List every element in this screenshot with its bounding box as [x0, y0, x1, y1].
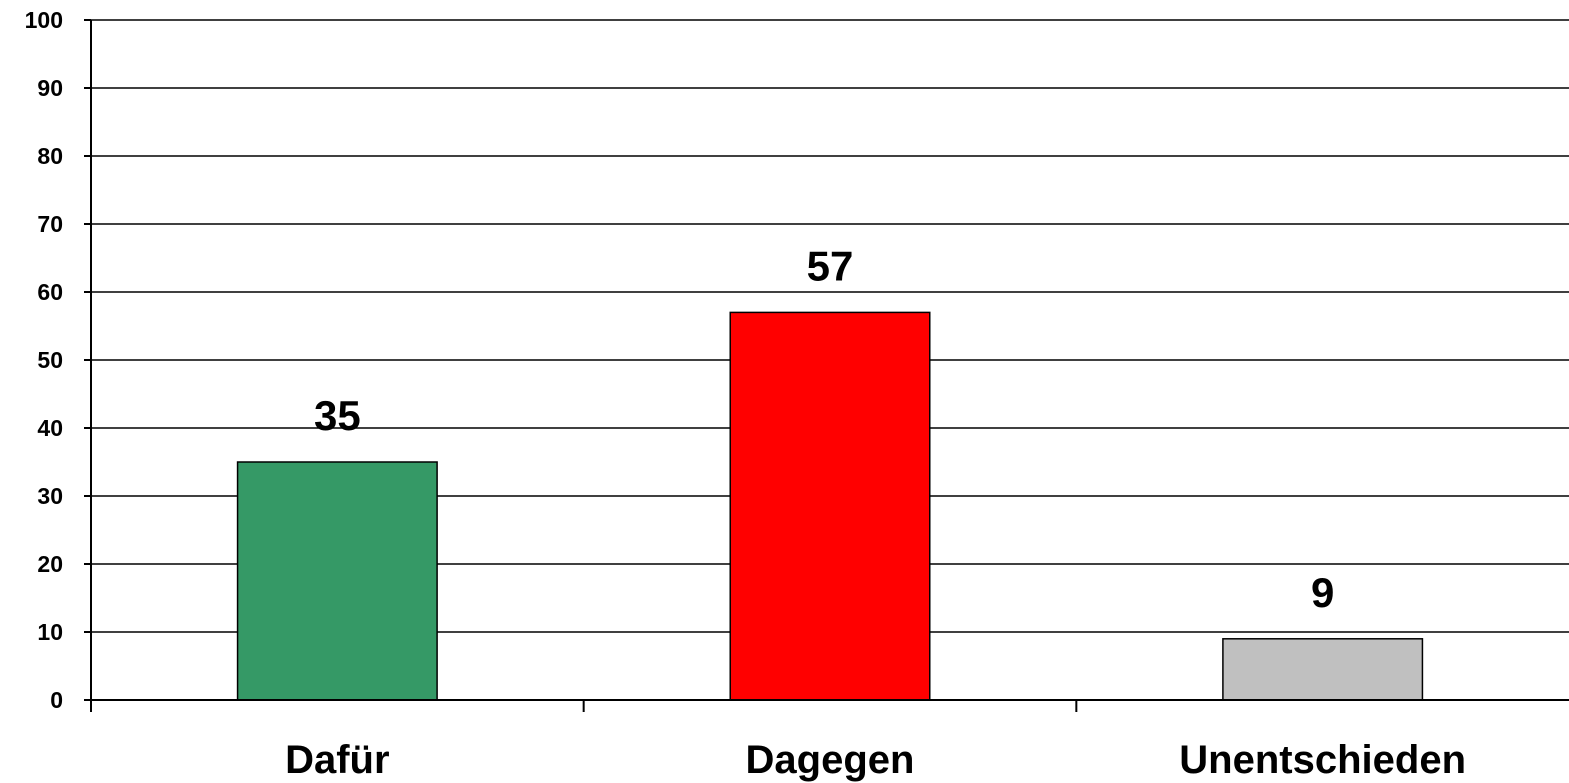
data-label: 57 [807, 242, 854, 289]
y-tick-label: 80 [37, 143, 63, 169]
data-label: 9 [1311, 569, 1334, 616]
y-tick-label: 40 [37, 415, 63, 441]
y-tick-label: 90 [37, 75, 63, 101]
y-tick-label: 100 [25, 7, 63, 33]
y-tick-label: 70 [37, 211, 63, 237]
y-tick-label: 0 [50, 687, 63, 713]
y-tick-labels: 0 10 20 30 40 50 60 70 80 90 100 [25, 7, 63, 713]
y-tick-label: 50 [37, 347, 63, 373]
y-tick-label: 60 [37, 279, 63, 305]
data-label: 35 [314, 392, 361, 439]
category-label: Dafür [285, 738, 389, 782]
bar-dagegen [729, 311, 931, 701]
category-label: Unentschieden [1179, 738, 1466, 782]
axes [84, 19, 1569, 712]
y-tick-label: 30 [37, 483, 63, 509]
bar-daf-r [236, 461, 438, 701]
bars [236, 311, 1424, 701]
category-label: Dagegen [746, 738, 915, 782]
bar-unentschieden [1222, 638, 1424, 701]
y-tick-label: 20 [37, 551, 63, 577]
category-labels: Dafür Dagegen Unentschieden [285, 738, 1466, 782]
data-labels: 35 57 9 [314, 242, 1334, 615]
y-tick-label: 10 [37, 619, 63, 645]
